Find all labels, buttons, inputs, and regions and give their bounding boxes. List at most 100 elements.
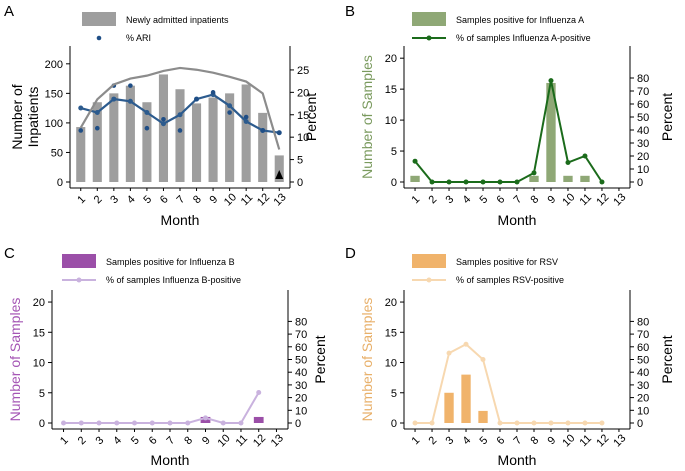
y-tick-label: 5: [39, 388, 45, 400]
y2-tick-label: 50: [637, 112, 649, 124]
line-point: [412, 420, 418, 426]
x-tick-label: 1: [410, 434, 423, 447]
y-tick-label: 200: [45, 59, 63, 71]
y2-tick-label: 0: [295, 418, 301, 430]
y2-axis-label: Percent: [659, 335, 675, 383]
line-point: [531, 170, 537, 176]
y-tick-label: 0: [57, 177, 63, 189]
y2-tick-label: 80: [637, 73, 649, 85]
bar: [253, 416, 264, 423]
x-tick-label: 7: [174, 193, 187, 206]
bar: [175, 89, 185, 182]
x-tick-label: 1: [75, 193, 88, 206]
ari-point: [144, 125, 150, 131]
x-tick-label: 5: [129, 434, 142, 447]
panel-letter: A: [4, 3, 14, 20]
y-tick-label: 0: [39, 418, 45, 430]
x-tick-label: 2: [427, 434, 440, 447]
legend-label: % of samples Influenza A-positive: [456, 33, 591, 43]
y2-tick-label: 0: [297, 177, 303, 189]
series-line: [415, 343, 602, 424]
y2-tick-label: 0: [637, 418, 643, 430]
y-tick-label: 15: [385, 327, 397, 339]
line-point: [185, 420, 191, 426]
line-point: [256, 390, 262, 396]
bar: [109, 93, 119, 182]
y2-tick-label: 10: [637, 164, 649, 176]
legend: Samples positive for RSV % of samples RSV…: [412, 254, 564, 285]
legend-swatch-bar: [412, 254, 446, 268]
x-tick-label: 13: [611, 432, 628, 449]
x-tick-label: 5: [477, 434, 490, 447]
y2-tick-label: 60: [637, 342, 649, 354]
y2-tick-label: 20: [295, 393, 307, 405]
y2-tick-label: 5: [297, 155, 303, 167]
x-axis-label: Month: [151, 452, 190, 468]
series-line: [414, 80, 603, 183]
x-tick-label: 9: [545, 193, 558, 206]
line-point: [127, 98, 133, 104]
line-point: [582, 420, 588, 426]
legend-swatch-point: [96, 35, 102, 41]
x-tick-label: 12: [594, 432, 611, 449]
line-point: [463, 179, 469, 185]
y2-axis-label: Percent: [303, 93, 319, 141]
line-point: [220, 420, 226, 426]
line-point: [177, 112, 183, 118]
bar: [158, 74, 169, 182]
bar: [225, 93, 235, 182]
line-point: [238, 420, 244, 426]
line-point: [227, 103, 233, 109]
y2-tick-label: 30: [637, 380, 649, 392]
ari-point: [78, 128, 84, 133]
line-point: [480, 357, 486, 362]
series-line: [63, 392, 260, 424]
ari-point: [161, 116, 166, 122]
y2-tick-label: 80: [637, 316, 649, 328]
y-tick-label: 20: [385, 297, 397, 309]
y2-tick-label: 40: [637, 367, 649, 379]
x-tick-label: 11: [578, 192, 595, 209]
y2-tick-label: 80: [295, 316, 307, 328]
x-tick-label: 4: [460, 434, 473, 447]
y2-tick-label: 40: [295, 367, 307, 379]
ari-point: [243, 114, 249, 120]
y2-tick-label: 70: [637, 86, 649, 98]
bar: [125, 85, 135, 182]
x-tick-label: 2: [76, 434, 89, 447]
triangle-marker: [275, 170, 284, 179]
bar: [142, 102, 152, 182]
x-tick-label: 12: [255, 191, 272, 208]
bar: [461, 374, 471, 423]
line-point: [78, 105, 84, 111]
panel-letter: D: [345, 245, 356, 262]
line-point: [463, 341, 469, 347]
y2-axis-label: Percent: [659, 93, 675, 141]
legend-label: % ARI: [126, 33, 151, 43]
bar: [546, 82, 556, 182]
line-point: [111, 96, 117, 102]
ari-point: [260, 128, 266, 133]
x-tick-label: 13: [611, 191, 628, 208]
bar: [241, 84, 251, 182]
y2-tick-label: 25: [297, 65, 309, 77]
line-point: [429, 420, 435, 426]
bar: [529, 175, 539, 182]
legend: Samples positive for Influenza A % of sam…: [412, 12, 591, 43]
line-point: [480, 179, 486, 185]
line-point: [565, 420, 571, 426]
legend-label: Samples positive for RSV: [456, 257, 558, 267]
legend-label: Samples positive for Influenza A: [456, 15, 584, 25]
x-tick-label: 8: [191, 193, 204, 206]
bar: [410, 175, 420, 182]
y2-tick-label: 70: [637, 329, 649, 341]
y-tick-label: 150: [45, 88, 63, 100]
x-tick-label: 4: [125, 193, 138, 206]
y2-tick-label: 0: [637, 177, 643, 189]
ari-point: [276, 130, 282, 135]
x-tick-label: 12: [251, 432, 268, 449]
line-point: [446, 179, 452, 185]
